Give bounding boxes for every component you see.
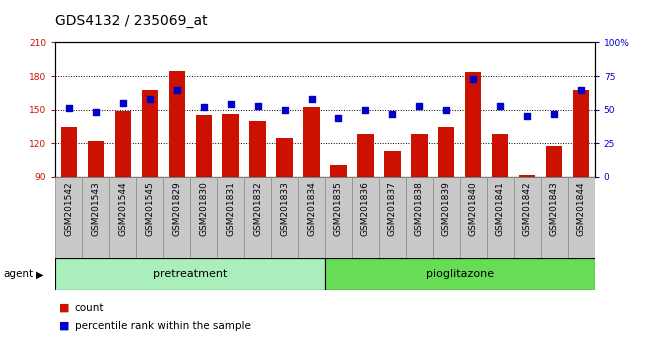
Bar (330, 165, 346, 177)
Point (252, 103, 263, 109)
Text: GSM201545: GSM201545 (145, 181, 154, 236)
Text: GSM201832: GSM201832 (253, 181, 262, 236)
Text: GSM201829: GSM201829 (172, 181, 181, 236)
Text: agent: agent (3, 269, 33, 279)
Bar (352, 177, 379, 258)
Text: GSM201835: GSM201835 (334, 181, 343, 236)
Text: GSM201834: GSM201834 (307, 181, 316, 236)
Point (495, 103, 506, 109)
Point (414, 103, 424, 109)
Bar (325, 177, 352, 258)
Bar (276, 138, 292, 177)
Bar (379, 177, 406, 258)
Text: GSM201839: GSM201839 (442, 181, 451, 236)
Text: GSM201544: GSM201544 (118, 181, 127, 236)
Bar (519, 175, 536, 177)
Bar (358, 135, 374, 177)
Text: GSM201843: GSM201843 (550, 181, 559, 236)
Point (90, 110, 101, 115)
Point (387, 111, 398, 116)
Text: percentile rank within the sample: percentile rank within the sample (75, 321, 251, 331)
Point (172, 87, 182, 92)
Point (144, 96, 155, 102)
Bar (136, 177, 163, 258)
Point (576, 87, 586, 92)
Bar (109, 177, 136, 258)
Text: ■: ■ (58, 321, 69, 331)
Point (306, 96, 317, 102)
Text: GSM201543: GSM201543 (91, 181, 100, 236)
Point (198, 104, 209, 110)
Text: GSM201833: GSM201833 (280, 181, 289, 236)
Text: GSM201842: GSM201842 (523, 181, 532, 236)
Bar (142, 90, 158, 177)
Bar (298, 177, 325, 258)
Text: GSM201837: GSM201837 (388, 181, 397, 236)
Bar (492, 135, 508, 177)
Bar (411, 135, 428, 177)
Bar (217, 177, 244, 258)
Point (118, 100, 128, 106)
Bar (568, 177, 595, 258)
Text: pretreatment: pretreatment (153, 269, 228, 279)
Bar (222, 114, 239, 177)
Bar (250, 121, 266, 177)
Bar (546, 145, 562, 177)
Point (280, 107, 290, 113)
Point (468, 76, 478, 82)
Bar (406, 177, 433, 258)
Text: GSM201831: GSM201831 (226, 181, 235, 236)
Bar (55, 258, 325, 290)
Bar (433, 177, 460, 258)
Bar (82, 177, 109, 258)
Bar (487, 177, 514, 258)
Point (64, 105, 74, 111)
Text: GSM201830: GSM201830 (199, 181, 208, 236)
Point (333, 115, 344, 121)
Bar (55, 177, 83, 258)
Bar (325, 258, 595, 290)
Point (441, 107, 452, 113)
Bar (438, 127, 454, 177)
Text: ▶: ▶ (36, 269, 44, 279)
Bar (60, 127, 77, 177)
Text: pioglitazone: pioglitazone (426, 269, 494, 279)
Bar (244, 177, 271, 258)
Point (522, 114, 532, 119)
Text: ■: ■ (58, 303, 69, 313)
Bar (384, 151, 400, 177)
Bar (465, 72, 482, 177)
Text: GDS4132 / 235069_at: GDS4132 / 235069_at (55, 14, 208, 28)
Bar (460, 177, 487, 258)
Point (226, 102, 236, 107)
Bar (163, 177, 190, 258)
Bar (304, 108, 320, 177)
Text: GSM201841: GSM201841 (496, 181, 505, 236)
Text: GSM201844: GSM201844 (577, 181, 586, 236)
Bar (114, 111, 131, 177)
Bar (190, 177, 217, 258)
Point (360, 107, 370, 113)
Bar (271, 177, 298, 258)
Bar (573, 90, 590, 177)
Text: count: count (75, 303, 104, 313)
Bar (541, 177, 568, 258)
Bar (196, 115, 212, 177)
Text: GSM201836: GSM201836 (361, 181, 370, 236)
Bar (88, 141, 104, 177)
Text: GSM201840: GSM201840 (469, 181, 478, 236)
Point (549, 111, 560, 116)
Bar (168, 70, 185, 177)
Bar (514, 177, 541, 258)
Text: GSM201838: GSM201838 (415, 181, 424, 236)
Text: GSM201542: GSM201542 (64, 181, 73, 236)
